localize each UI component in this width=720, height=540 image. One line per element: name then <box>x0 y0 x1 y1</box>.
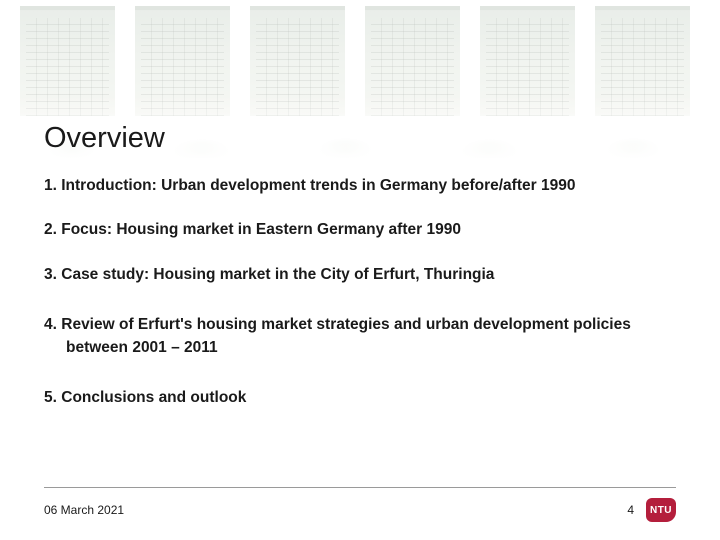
item-number: 5. <box>44 389 57 406</box>
list-item: 1. Introduction: Urban development trend… <box>44 175 672 197</box>
item-text: Case study: Housing market in the City o… <box>61 266 494 283</box>
footer-date: 06 March 2021 <box>44 503 124 517</box>
item-number: 1. <box>44 177 57 194</box>
slide-title: Overview <box>44 122 165 155</box>
content-list: 1. Introduction: Urban development trend… <box>44 175 672 432</box>
logo-text: NTU <box>650 505 672 516</box>
ntu-logo: NTU <box>646 498 676 522</box>
item-text: Review of Erfurt's housing market strate… <box>61 316 631 355</box>
item-number: 2. <box>44 221 57 238</box>
footer-right: 4 NTU <box>627 498 676 522</box>
footer: 06 March 2021 4 NTU <box>44 498 676 522</box>
list-item: 4. Review of Erfurt's housing market str… <box>44 314 672 359</box>
list-item: 5. Conclusions and outlook <box>44 387 672 409</box>
item-text: Conclusions and outlook <box>61 389 246 406</box>
page-number: 4 <box>627 503 634 517</box>
list-item: 2. Focus: Housing market in Eastern Germ… <box>44 219 672 241</box>
item-text: Focus: Housing market in Eastern Germany… <box>61 221 461 238</box>
item-number: 3. <box>44 266 57 283</box>
item-number: 4. <box>44 316 57 333</box>
slide: Overview 1. Introduction: Urban developm… <box>0 0 720 540</box>
item-text: Introduction: Urban development trends i… <box>61 177 575 194</box>
list-item: 3. Case study: Housing market in the Cit… <box>44 264 672 286</box>
footer-divider <box>44 487 676 488</box>
